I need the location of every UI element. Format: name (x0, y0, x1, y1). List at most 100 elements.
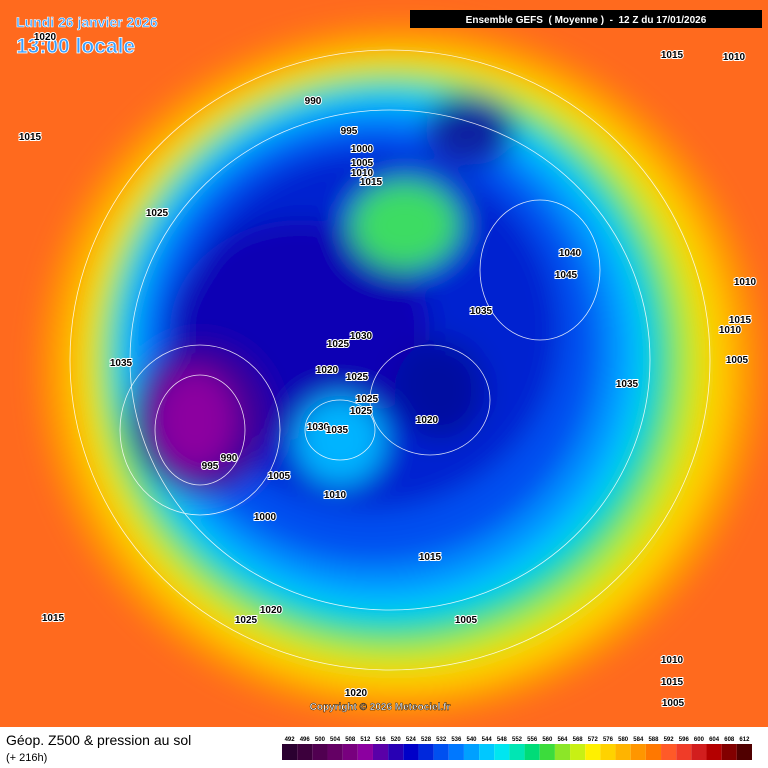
colorbar-label: 524 (406, 737, 417, 743)
colorbar-swatch (388, 744, 404, 760)
title-block: Lundi 26 janvier 2026 13:00 locale (16, 14, 159, 59)
colorbar-label: 512 (360, 737, 371, 743)
isobar-label: 1025 (356, 394, 379, 405)
isobar-label: 1005 (351, 158, 374, 169)
colorbar-swatch (312, 744, 328, 760)
colorbar-swatch (297, 744, 313, 760)
isobar-label: 1025 (346, 372, 369, 383)
isobar-label: 1010 (719, 325, 742, 336)
colorbar-label: 576 (603, 737, 614, 743)
colorbar-label: 532 (436, 737, 447, 743)
model-label: Ensemble GEFS ( Moyenne ) - 12 Z du 17/0… (466, 15, 707, 26)
colorbar-label: 584 (633, 737, 644, 743)
z500-shading (40, 25, 760, 715)
colorbar-swatch (676, 744, 692, 760)
colorbar-swatch (418, 744, 434, 760)
colorbar-swatch (372, 744, 389, 760)
colorbar-swatch (645, 744, 662, 760)
colorbar-label: 528 (421, 737, 432, 743)
colorbar-swatch (736, 744, 752, 760)
isobar-label: 1015 (729, 315, 752, 326)
colorbar-label: 560 (542, 737, 553, 743)
isobar-label: 1020 (260, 605, 283, 616)
colorbar-label: 580 (618, 737, 629, 743)
isobar-label: 1045 (555, 270, 578, 281)
isobar-label: 1035 (326, 425, 349, 436)
isobar-label: 1015 (360, 177, 383, 188)
isobar-label: 1040 (559, 248, 582, 259)
colorbar-label: 548 (497, 737, 508, 743)
colorbar-label: 592 (664, 737, 675, 743)
isobar-label: 1015 (42, 613, 65, 624)
isobar-label: 1010 (324, 490, 347, 501)
isobar-label: 1010 (723, 52, 746, 63)
copyright: Copyright © 2026 Meteociel.fr (310, 702, 451, 713)
isobar-label: 1005 (662, 698, 685, 709)
colorbar-label: 564 (557, 737, 568, 743)
colorbar-label: 508 (345, 737, 356, 743)
colorbar-label: 504 (330, 737, 341, 743)
isobar-label: 1035 (616, 379, 639, 390)
isobar-label: 1025 (235, 615, 258, 626)
colorbar-swatch (706, 744, 722, 760)
colorbar-label: 612 (739, 737, 750, 743)
colorbar-swatch (509, 744, 525, 760)
colorbar-label: 604 (709, 737, 720, 743)
colorbar-swatch (282, 744, 298, 760)
isobar-label: 1000 (254, 512, 277, 523)
footer-subtitle: (+ 216h) (6, 752, 47, 764)
colorbar-label: 536 (451, 737, 462, 743)
isobar-label: 1030 (350, 331, 373, 342)
colorbar-swatch (524, 744, 540, 760)
isobar-label: 1020 (416, 415, 439, 426)
isobar-label: 1035 (110, 358, 133, 369)
colorbar-label: 608 (724, 737, 735, 743)
time: 13:00 locale (16, 35, 135, 58)
isobar-label: 1005 (726, 355, 749, 366)
isobar-label: 995 (341, 126, 358, 137)
isobar-label: 1035 (470, 306, 493, 317)
colorbar-label: 596 (679, 737, 690, 743)
colorbar-label: 500 (315, 737, 326, 743)
isobar-label: 990 (221, 453, 238, 464)
field (0, 0, 768, 727)
colorbar-swatch (403, 744, 419, 760)
isobar-label: 1005 (268, 471, 291, 482)
isobar-label: 1020 (316, 365, 339, 376)
colorbar-swatch (448, 744, 464, 760)
colorbar-swatch (554, 744, 571, 760)
colorbar-label: 540 (467, 737, 478, 743)
colorbar-swatch (630, 744, 646, 760)
colorbar-label: 568 (573, 737, 584, 743)
isobar-label: 1025 (350, 406, 373, 417)
colorbar-swatch (342, 744, 358, 760)
colorbar-swatch (357, 744, 373, 760)
colorbar-label: 544 (482, 737, 493, 743)
isobar-label: 1010 (734, 277, 757, 288)
isobars (69, 49, 711, 671)
isobar-label: 1005 (455, 615, 478, 626)
date: Lundi 26 janvier 2026 (16, 14, 158, 30)
colorbar-swatch (570, 744, 586, 760)
isobar-label: 1020 (345, 688, 368, 699)
isobar-label: 1010 (661, 655, 684, 666)
footer-title: Géop. Z500 & pression au sol (6, 732, 191, 748)
isobar-label: 990 (305, 96, 322, 107)
isobar-label: 1025 (327, 339, 350, 350)
colorbar-label: 552 (512, 737, 523, 743)
colorbar-label: 492 (285, 737, 296, 743)
isobar-label: 1015 (661, 50, 684, 61)
colorbar-swatch (721, 744, 737, 760)
isobar-label: 1015 (19, 132, 42, 143)
colorbar-label: 600 (694, 737, 705, 743)
isobar-label: 995 (202, 461, 219, 472)
isobar-label: 1015 (661, 677, 684, 688)
colorbar: 492 496 500 504 508 512 516 520 524 528 532 536 540 5… (282, 737, 752, 760)
colorbar-swatch (600, 744, 616, 760)
colorbar-swatch (433, 744, 449, 760)
isobar-labels: 1015102010251035990995100010051010101510… (18, 31, 758, 710)
colorbar-swatch (539, 744, 555, 760)
colorbar-label: 520 (391, 737, 402, 743)
colorbar-label: 556 (527, 737, 538, 743)
